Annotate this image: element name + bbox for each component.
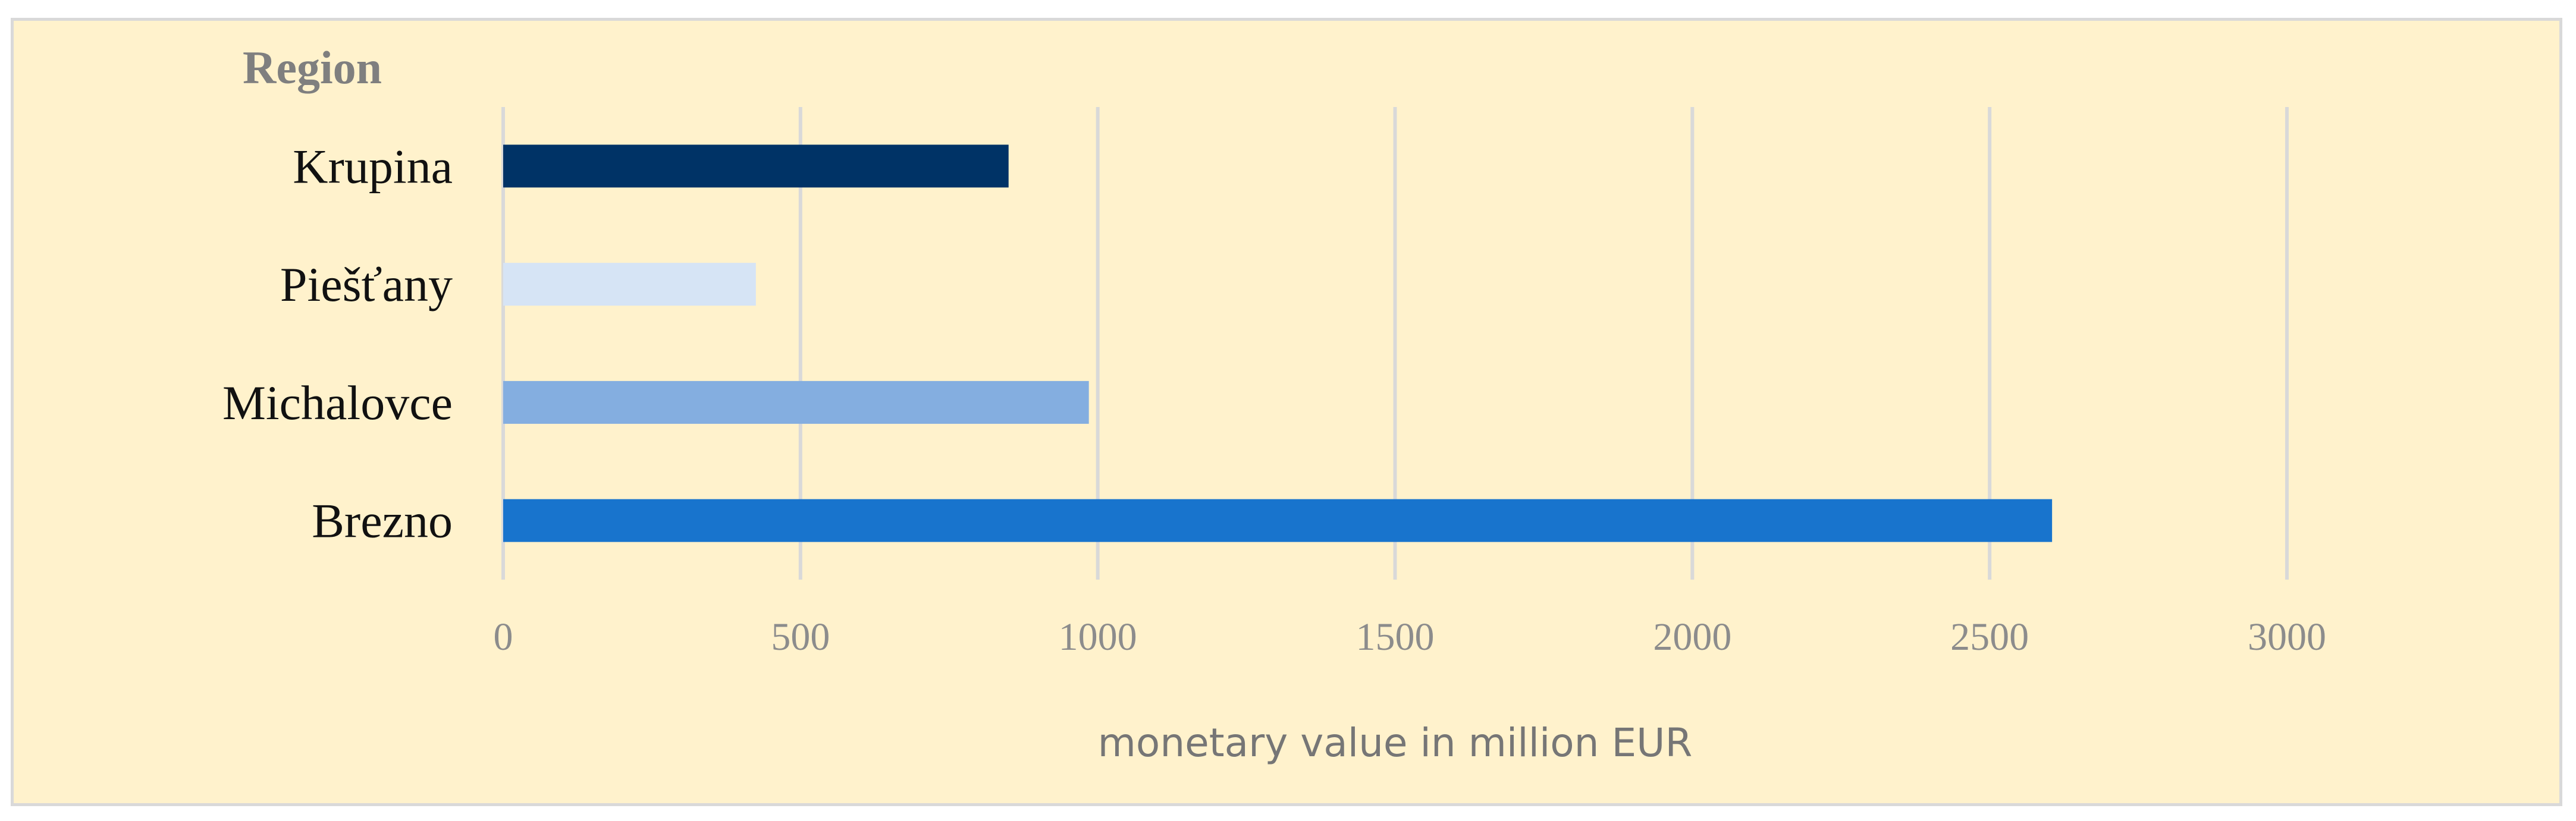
x-tick-label: 1000 [1059,615,1137,659]
x-tick-label: 1500 [1356,615,1435,659]
category-labels: Krupina Piešťany Michalovce Brezno [222,139,453,548]
category-label: Krupina [293,139,453,193]
bar [503,144,1009,188]
x-tick-labels: 0 500 1000 1500 2000 2500 3000 [494,615,2327,659]
x-axis-title: monetary value in million EUR [1098,720,1693,766]
chart-area: Region Krupina Piešťany Michalovce Brezno 0… [11,18,2562,806]
bar-chart: Region Krupina Piešťany Michalovce Brezno 0… [222,42,2327,766]
x-tick-label: 3000 [2248,615,2326,659]
category-label: Piešťany [280,257,453,312]
x-tick-label: 0 [494,615,513,659]
x-tick-label: 2000 [1653,615,1731,659]
category-label: Michalovce [222,376,453,430]
x-tick-label: 500 [771,615,830,659]
bar [503,380,1089,424]
bar [503,263,756,306]
legend-title: Region [243,42,382,93]
x-tick-label: 2500 [1950,615,2029,659]
bar [503,499,2053,542]
category-label: Brezno [312,494,453,548]
bars [503,144,2053,542]
